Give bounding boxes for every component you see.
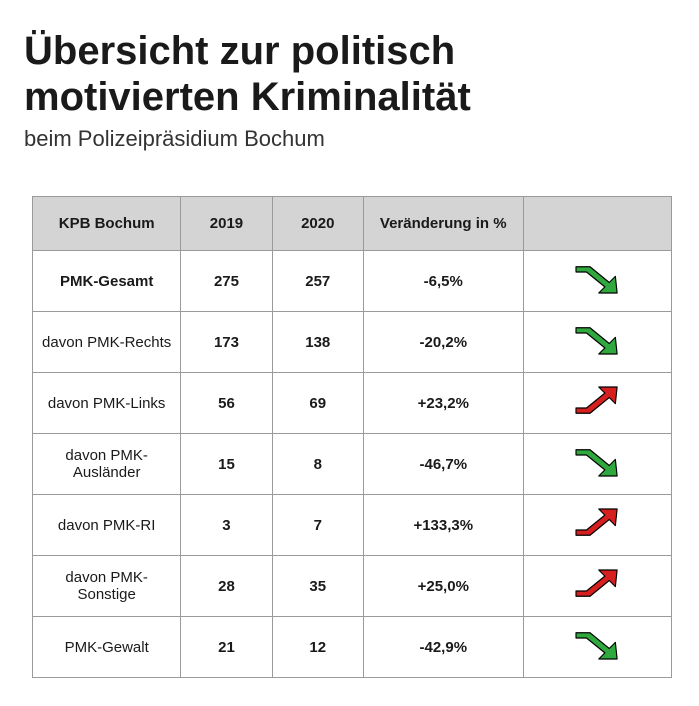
table-row: PMK-Gewalt 21 12 -42,9% [33,617,672,678]
row-arrow [523,556,671,617]
row-2019: 275 [181,251,272,312]
row-label: davon PMK-Links [33,373,181,434]
col-2020: 2020 [272,197,363,251]
row-2019: 56 [181,373,272,434]
row-arrow [523,434,671,495]
row-arrow [523,495,671,556]
table-header-row: KPB Bochum 2019 2020 Veränderung in % [33,197,672,251]
row-2019: 28 [181,556,272,617]
table-row: davon PMK-RI 3 7 +133,3% [33,495,672,556]
row-change: -42,9% [363,617,523,678]
col-arrow [523,197,671,251]
row-2019: 21 [181,617,272,678]
row-label: PMK-Gesamt [33,251,181,312]
trend-arrow-down-icon [569,261,625,297]
row-2019: 173 [181,312,272,373]
row-2020: 138 [272,312,363,373]
row-2020: 7 [272,495,363,556]
row-label: davon PMK-RI [33,495,181,556]
row-label: PMK-Gewalt [33,617,181,678]
row-arrow [523,251,671,312]
row-change: +23,2% [363,373,523,434]
row-arrow [523,617,671,678]
row-2019: 15 [181,434,272,495]
row-arrow [523,312,671,373]
page-title: Übersicht zur politisch motivierten Krim… [24,28,675,120]
row-2019: 3 [181,495,272,556]
row-label: davon PMK-Sonstige [33,556,181,617]
trend-arrow-up-icon [569,383,625,419]
row-2020: 12 [272,617,363,678]
col-change: Veränderung in % [363,197,523,251]
trend-arrow-up-icon [569,505,625,541]
row-label: davon PMK-Ausländer [33,434,181,495]
trend-arrow-up-icon [569,566,625,602]
trend-arrow-down-icon [569,322,625,358]
page-subtitle: beim Polizeipräsidium Bochum [24,126,675,152]
pmk-table: KPB Bochum 2019 2020 Veränderung in % PM… [32,196,672,678]
row-2020: 8 [272,434,363,495]
table-row: PMK-Gesamt 275 257 -6,5% [33,251,672,312]
row-change: +25,0% [363,556,523,617]
row-2020: 35 [272,556,363,617]
table-row: davon PMK-Sonstige 28 35 +25,0% [33,556,672,617]
table-row: davon PMK-Ausländer 15 8 -46,7% [33,434,672,495]
col-2019: 2019 [181,197,272,251]
row-label: davon PMK-Rechts [33,312,181,373]
row-arrow [523,373,671,434]
row-2020: 69 [272,373,363,434]
trend-arrow-down-icon [569,444,625,480]
table-row: davon PMK-Links 56 69 +23,2% [33,373,672,434]
row-change: -6,5% [363,251,523,312]
row-change: -20,2% [363,312,523,373]
row-change: -46,7% [363,434,523,495]
trend-arrow-down-icon [569,627,625,663]
row-change: +133,3% [363,495,523,556]
table-row: davon PMK-Rechts 173 138 -20,2% [33,312,672,373]
row-2020: 257 [272,251,363,312]
col-label: KPB Bochum [33,197,181,251]
